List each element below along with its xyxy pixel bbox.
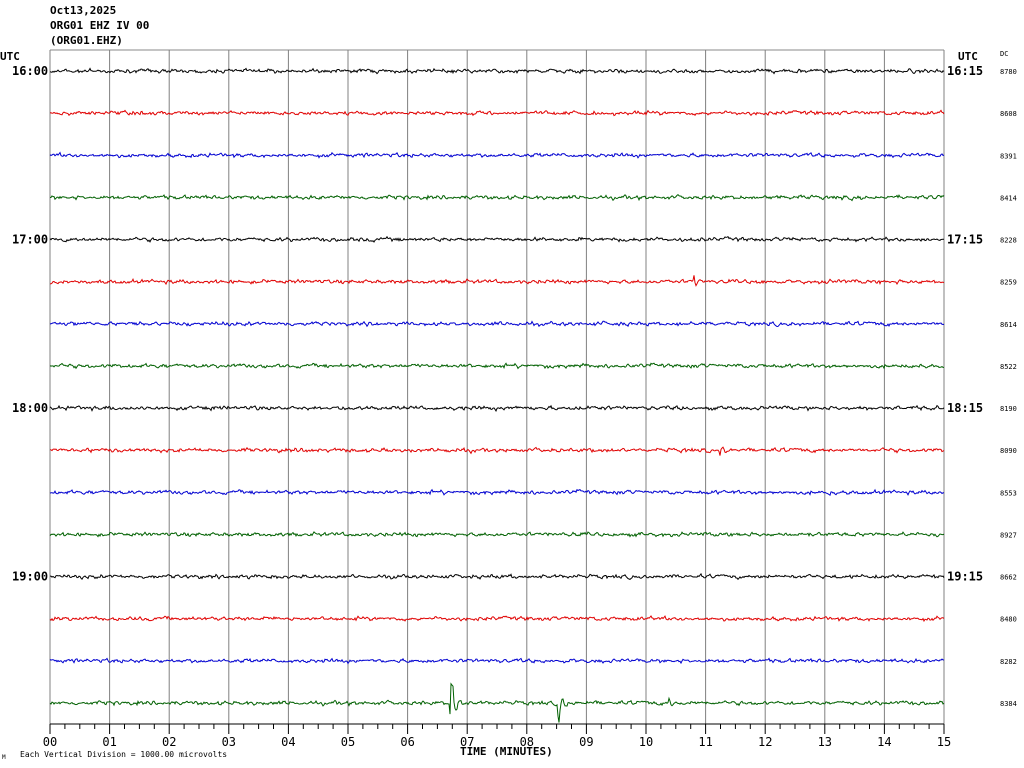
dc-value-label: 8662	[1000, 574, 1017, 582]
dc-value-label: 8480	[1000, 616, 1017, 624]
x-tick-label: 03	[222, 735, 236, 749]
dc-value-label: 8259	[1000, 279, 1017, 287]
seismic-trace	[49, 615, 945, 623]
dc-value-label: 8614	[1000, 321, 1017, 329]
x-tick-label: 07	[460, 735, 474, 749]
x-ticks-layer: 00 01 02 03 04 05 06 07 08 09 10 11 12 13 14 15	[43, 723, 951, 749]
x-tick-label: 04	[281, 735, 295, 749]
plot-grid	[49, 49, 945, 724]
seismic-trace	[49, 404, 945, 412]
x-axis-title: TIME (MINUTES)	[460, 745, 553, 758]
x-tick-label: 05	[341, 735, 355, 749]
seismic-trace	[49, 488, 945, 497]
seismic-trace	[49, 362, 944, 370]
seismic-trace	[49, 320, 945, 328]
x-tick-label: 00	[43, 735, 57, 749]
right-hour-label: 18:15	[947, 401, 983, 415]
x-tick-label: 09	[579, 735, 593, 749]
seismic-trace	[49, 446, 945, 456]
x-tick-label: 12	[758, 735, 772, 749]
dc-value-label: 8190	[1000, 405, 1017, 413]
left-hour-label: 17:00	[12, 233, 48, 247]
seismic-trace	[49, 67, 945, 75]
seismic-trace	[49, 235, 945, 243]
x-tick-label: 02	[162, 735, 176, 749]
dc-value-label: 8608	[1000, 110, 1017, 118]
vertical-division-note: Each Vertical Division = 1000.00 microvo…	[20, 750, 228, 759]
left-hour-label: 18:00	[12, 401, 48, 415]
x-tick-label: 11	[698, 735, 712, 749]
dc-value-label: 8553	[1000, 489, 1017, 497]
header-date: Oct13,2025	[50, 4, 117, 17]
left-hour-label: 16:00	[12, 64, 48, 78]
seismic-trace	[49, 682, 945, 723]
dc-value-label: 8090	[1000, 447, 1017, 455]
seismic-trace	[49, 275, 945, 287]
header-station: ORG01 EHZ IV 00	[50, 19, 150, 32]
x-tick-label: 06	[400, 735, 414, 749]
seismic-trace	[49, 151, 945, 159]
seismic-trace	[50, 572, 945, 581]
right-hour-label: 19:15	[947, 570, 983, 584]
x-tick-label: 15	[937, 735, 951, 749]
left-hour-label: 19:00	[12, 570, 48, 584]
seismic-trace	[49, 531, 945, 538]
dc-value-label: 8228	[1000, 237, 1017, 245]
seismic-trace	[49, 109, 945, 117]
right-hour-label: 17:15	[947, 233, 983, 247]
right-utc-label: UTC	[958, 50, 978, 63]
dc-value-label: 8522	[1000, 363, 1017, 371]
labels-layer: 8780 16:00 16:15 8608 8391 8414 8228 17:00 17:15…	[12, 64, 1017, 708]
dc-value-label: 8414	[1000, 194, 1017, 202]
traces-layer	[49, 67, 945, 723]
x-tick-label: 14	[877, 735, 891, 749]
seismic-trace	[49, 657, 945, 665]
right-hour-label: 16:15	[947, 64, 983, 78]
x-tick-label: 01	[102, 735, 116, 749]
dc-value-label: 8780	[1000, 68, 1017, 76]
dc-value-label: 8384	[1000, 700, 1017, 708]
dc-value-label: 8927	[1000, 531, 1017, 539]
left-utc-label: UTC	[0, 50, 20, 63]
corner-mark: M	[2, 754, 6, 761]
seismic-trace	[49, 194, 945, 202]
x-tick-label: 08	[520, 735, 534, 749]
header-channel: (ORG01.EHZ)	[50, 34, 123, 47]
x-tick-label: 13	[818, 735, 832, 749]
dc-value-label: 8282	[1000, 658, 1017, 666]
x-tick-label: 10	[639, 735, 653, 749]
dc-value-label: 8391	[1000, 152, 1017, 160]
dc-header-label: DC	[1000, 50, 1009, 58]
